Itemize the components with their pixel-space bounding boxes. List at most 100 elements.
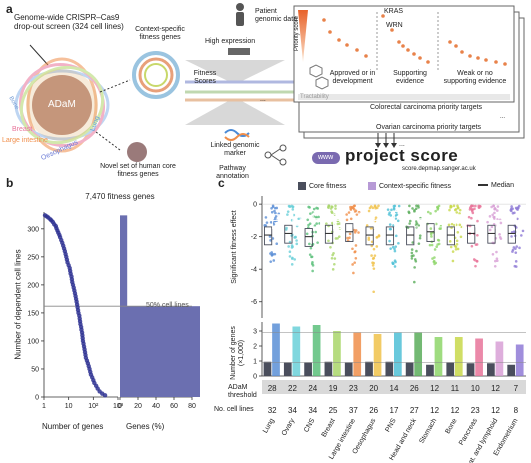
fitness-dot — [392, 206, 396, 210]
fitness-dot — [327, 206, 330, 209]
context-bar — [292, 326, 301, 376]
priority-axis-label: Priority score — [294, 15, 301, 52]
core-bar — [324, 361, 333, 376]
fitness-dot — [488, 215, 492, 218]
fitness-dot — [458, 212, 461, 215]
fitness-dot — [290, 263, 294, 266]
fitness-dot — [275, 242, 279, 246]
panel-b-letter: b — [6, 176, 14, 190]
y-tick-label: 300 — [27, 226, 39, 233]
fitness-dot — [315, 222, 318, 225]
legend-median: Median — [478, 182, 514, 190]
context-bar — [353, 332, 362, 376]
box-y-tick-label: 0 — [253, 202, 257, 209]
fitness-dot — [337, 235, 341, 238]
fitness-dot — [456, 206, 460, 210]
scatter-point — [102, 393, 108, 398]
panel-c-bar-ylabel: Number of genes (×1,000) — [230, 326, 245, 380]
fitness-dot — [307, 223, 310, 227]
context-bar — [272, 323, 280, 376]
fitness-dot — [415, 204, 418, 208]
legend-median-swatch — [478, 184, 488, 187]
fitness-dot — [492, 215, 495, 219]
core-bar — [405, 362, 414, 376]
fitness-dot — [436, 207, 440, 210]
context-bar — [475, 338, 483, 376]
adam-threshold-value: 24 — [308, 384, 317, 393]
fitness-dot — [511, 211, 515, 215]
x-tick-label: 80 — [188, 403, 196, 410]
fitness-dot — [389, 247, 392, 250]
x-tick-label: 40 — [152, 403, 160, 410]
fitness-dot — [348, 232, 352, 236]
adam-threshold-label: ADaM threshold — [228, 384, 257, 399]
fitness-dot — [471, 211, 475, 215]
pathway-label: Pathway annotation — [216, 165, 249, 180]
context-box — [353, 212, 362, 228]
cell-lines-value: 12 — [430, 406, 439, 415]
fitness-dot — [415, 249, 418, 253]
fitness-dot — [433, 262, 436, 266]
fitness-dot — [394, 234, 398, 238]
fitness-dot — [494, 259, 497, 263]
panel-b-xlabel-left: Number of genes — [42, 422, 104, 431]
venn-diagram — [14, 57, 110, 153]
panel-b-title: 7,470 fitness genes — [85, 192, 155, 201]
core-bar — [263, 361, 272, 376]
fitness-dot — [270, 251, 274, 254]
fitness-dot — [291, 208, 295, 211]
fitness-dot — [311, 264, 315, 267]
fitness-dot — [452, 204, 456, 208]
x-tick-label: 10 — [65, 403, 73, 410]
fitness-dot — [418, 234, 422, 237]
fitness-dot — [413, 280, 416, 284]
x-tick-label: 60 — [170, 403, 178, 410]
fitness-dot — [410, 251, 414, 255]
category-label: Lung — [262, 417, 276, 434]
core-box — [284, 224, 293, 244]
legend-core-swatch — [298, 182, 306, 190]
fitness-dot — [413, 210, 416, 213]
adam-threshold-value: 7 — [514, 384, 519, 393]
fitness-dot — [317, 215, 320, 219]
fitness-dot — [327, 239, 330, 243]
marker-label: Linked genomic marker — [210, 142, 260, 157]
fitness-dot — [388, 227, 392, 231]
adam-threshold-value: 10 — [471, 384, 480, 393]
cell-lines-value: 34 — [308, 406, 317, 415]
fitness-dot — [309, 212, 312, 215]
fitness-dot — [454, 247, 458, 251]
cell-lines-value: 34 — [288, 406, 297, 415]
category-label: Pancreas — [458, 417, 479, 447]
context-box — [414, 212, 423, 228]
adam-threshold-value: 23 — [349, 384, 358, 393]
fitness-dot — [391, 245, 395, 249]
fitness-dot — [471, 208, 474, 211]
target-label-ovarian: Ovarian carcinoma priority targets — [376, 124, 482, 131]
fitness-dot — [291, 205, 295, 209]
fitness-dot — [263, 224, 267, 227]
adam-row-bg — [262, 380, 526, 394]
fitness-dot — [408, 219, 412, 223]
fitness-dot — [355, 213, 359, 216]
fitness-dot — [325, 222, 328, 225]
fitness-dot — [316, 241, 319, 244]
fitness-dot — [490, 225, 494, 229]
adam-threshold-value: 11 — [451, 384, 460, 393]
context-bar — [495, 341, 504, 376]
histogram-bar — [120, 306, 200, 397]
fitness-dot — [518, 246, 521, 250]
fitness-dot — [348, 236, 351, 240]
fitness-dot — [371, 264, 375, 267]
arrow-ellipsis: ... — [399, 141, 405, 148]
fitness-dot — [416, 204, 420, 208]
fitness-dot — [396, 219, 400, 223]
fitness-dot — [431, 257, 434, 260]
fitness-dot — [265, 221, 269, 224]
fitness-dot — [428, 243, 432, 247]
fitness-dot — [352, 271, 355, 275]
fitness-dot — [467, 215, 471, 219]
project-score-logo: project score — [345, 146, 459, 165]
fitness-dot — [306, 218, 310, 222]
category-label: Stomach — [418, 417, 438, 445]
